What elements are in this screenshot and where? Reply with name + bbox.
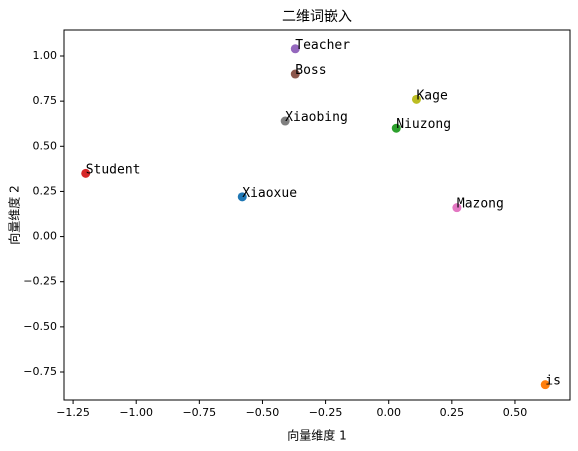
y-axis-label: 向量维度 2 [7,185,22,244]
point [540,380,550,390]
point [411,94,421,104]
point [280,116,290,126]
x-tick-label: −0.50 [246,406,280,419]
point [290,69,300,79]
chart-title: 二维词嵌入 [282,9,352,25]
point-label: Xiaobing [285,110,348,125]
y-tick-label: −0.25 [23,275,57,288]
x-tick-label: 0.25 [440,406,465,419]
x-tick-label: −0.25 [309,406,343,419]
y-tick-label: 0.25 [33,184,58,197]
y-tick-label: 0.75 [33,94,58,107]
y-tick-label: −0.75 [23,365,57,378]
y-tick-label: 1.00 [33,49,58,62]
point-label: Teacher [295,38,350,53]
point-label: Boss [295,63,326,78]
y-tick-label: −0.50 [23,320,57,333]
x-tick-label: −1.00 [119,406,153,419]
x-tick-label: −0.75 [182,406,216,419]
point-label: Student [86,162,141,177]
point-label: Kage [416,88,447,103]
point [452,203,462,213]
y-tick-label: 0.50 [33,139,58,152]
point-label: is [545,374,561,389]
plot-frame [63,29,571,401]
y-tick-label: 0.00 [33,230,58,243]
x-tick-label: −1.25 [56,406,90,419]
x-axis-label: 向量维度 1 [287,428,346,443]
point [237,192,247,202]
point-label: Niuzong [396,117,451,132]
point-label: Mazong [457,197,504,212]
x-tick-label: 0.50 [503,406,528,419]
x-tick-label: 0.00 [376,406,401,419]
point [290,44,300,54]
point [81,168,91,178]
point-label: Xiaoxue [242,186,297,201]
point [391,123,401,133]
